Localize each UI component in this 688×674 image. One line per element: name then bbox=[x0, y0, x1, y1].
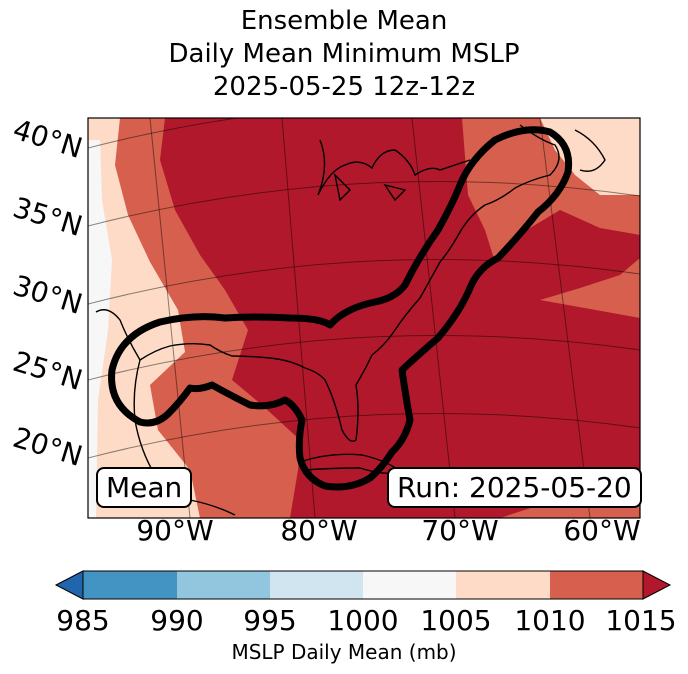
colorbar-tick-985: 985 bbox=[56, 604, 110, 637]
lon-label-60w: 60°W bbox=[563, 514, 641, 547]
run-date-box: Run: 2025-05-20 bbox=[387, 467, 642, 508]
lake-shapes bbox=[333, 172, 407, 202]
parallel-30n bbox=[88, 258, 640, 305]
great-lakes-coast bbox=[317, 139, 471, 196]
colorbar bbox=[54, 570, 672, 600]
ensemble-contour bbox=[108, 126, 573, 491]
colorbar-under-arrow bbox=[54, 570, 84, 600]
colorbar-tick-1010: 1010 bbox=[514, 604, 586, 637]
parallel-40n bbox=[88, 118, 640, 149]
pressure-field bbox=[88, 118, 640, 518]
colorbar-label: MSLP Daily Mean (mb) bbox=[231, 640, 457, 664]
colorbar-tick-1005: 1005 bbox=[420, 604, 492, 637]
coastlines bbox=[95, 124, 606, 516]
map-title-line-2: Daily Mean Minimum MSLP bbox=[168, 39, 520, 69]
colorbar-tick-1015: 1015 bbox=[605, 604, 677, 637]
lon-label-70w: 70°W bbox=[421, 514, 499, 547]
maritime-coast bbox=[574, 129, 606, 172]
map-frame bbox=[87, 117, 641, 519]
colorbar-segment-990-995 bbox=[177, 571, 270, 599]
atlantic-coast bbox=[304, 124, 560, 442]
map-title-line-1: Ensemble Mean bbox=[240, 6, 448, 36]
field-1005-1010-west bbox=[88, 118, 200, 518]
meridian-70w bbox=[411, 118, 456, 518]
colorbar-over-arrow bbox=[642, 570, 672, 600]
colorbar-segment-985-990 bbox=[83, 571, 177, 599]
lon-label-80w: 80°W bbox=[280, 514, 358, 547]
colorbar-frame bbox=[82, 570, 644, 600]
field-1010-1015-east bbox=[540, 258, 640, 318]
map-title-line-3: 2025-05-25 12z-12z bbox=[212, 72, 476, 102]
field-1000-1005-west bbox=[88, 140, 112, 518]
mean-box: Mean bbox=[96, 467, 193, 508]
colorbar-segment-1000-1005 bbox=[363, 571, 456, 599]
colorbar-segment-995-1000 bbox=[270, 571, 363, 599]
parallel-20n bbox=[88, 412, 640, 459]
gulf-coast bbox=[95, 309, 306, 369]
lon-label-90w: 90°W bbox=[136, 514, 214, 547]
parallel-25n bbox=[88, 334, 640, 381]
colorbar-tick-995: 995 bbox=[243, 604, 297, 637]
colorbar-segment-1005-1010 bbox=[456, 571, 550, 599]
field-1005-1010-northeast bbox=[540, 118, 640, 195]
colorbar-tick-990: 990 bbox=[150, 604, 204, 637]
colorbar-segment-1010-1015 bbox=[550, 571, 643, 599]
meridian-60w bbox=[539, 118, 591, 518]
colorbar-tick-1000: 1000 bbox=[327, 604, 399, 637]
